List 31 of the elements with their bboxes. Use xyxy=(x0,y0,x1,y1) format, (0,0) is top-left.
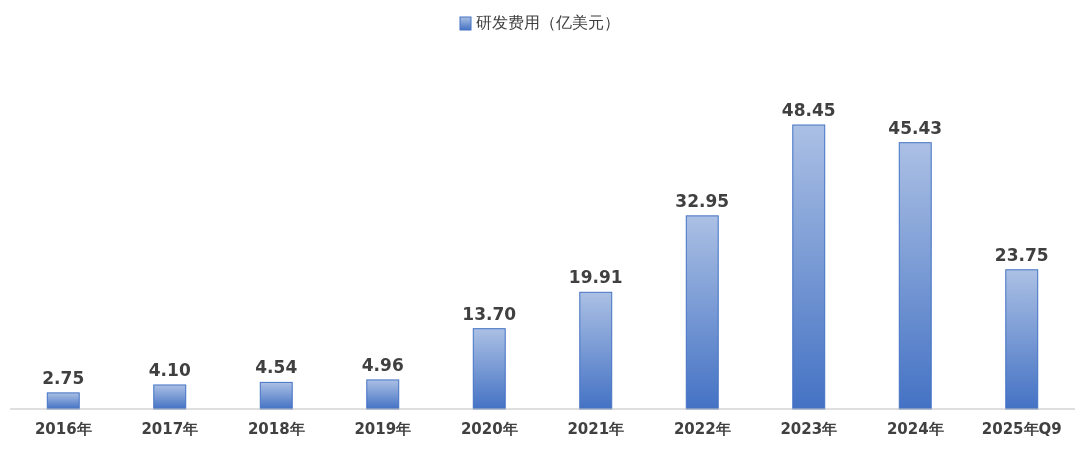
bar xyxy=(259,381,293,410)
data-label: 45.43 xyxy=(888,117,943,138)
bar xyxy=(472,328,506,410)
data-label: 13.70 xyxy=(462,303,517,324)
bar xyxy=(792,124,826,410)
bar xyxy=(153,384,187,410)
data-label: 2.75 xyxy=(42,367,85,388)
legend-label: 研发费用（亿美元） xyxy=(476,13,620,32)
bar xyxy=(898,142,932,410)
bar xyxy=(46,392,80,410)
bar xyxy=(1005,269,1039,410)
x-tick-label: 2025年Q9 xyxy=(981,419,1062,438)
x-tick-label: 2020年 xyxy=(460,419,518,438)
data-label: 19.91 xyxy=(568,267,623,288)
bar xyxy=(366,379,400,410)
data-label: 23.75 xyxy=(994,244,1049,265)
x-tick-label: 2019年 xyxy=(354,419,412,438)
data-label: 4.96 xyxy=(361,354,404,375)
bar xyxy=(685,215,719,410)
x-tick-label: 2021年 xyxy=(567,419,625,438)
x-tick-label: 2018年 xyxy=(247,419,305,438)
data-label: 32.95 xyxy=(675,190,730,211)
x-tick-label: 2017年 xyxy=(141,419,199,438)
x-tick-label: 2024年 xyxy=(886,419,944,438)
data-label: 4.10 xyxy=(148,359,191,380)
x-tick-label: 2022年 xyxy=(673,419,731,438)
x-tick-label: 2016年 xyxy=(34,419,92,438)
data-label: 48.45 xyxy=(781,100,836,120)
bar xyxy=(579,291,613,410)
data-label: 4.54 xyxy=(255,357,298,378)
x-tick-label: 2023年 xyxy=(780,419,838,438)
